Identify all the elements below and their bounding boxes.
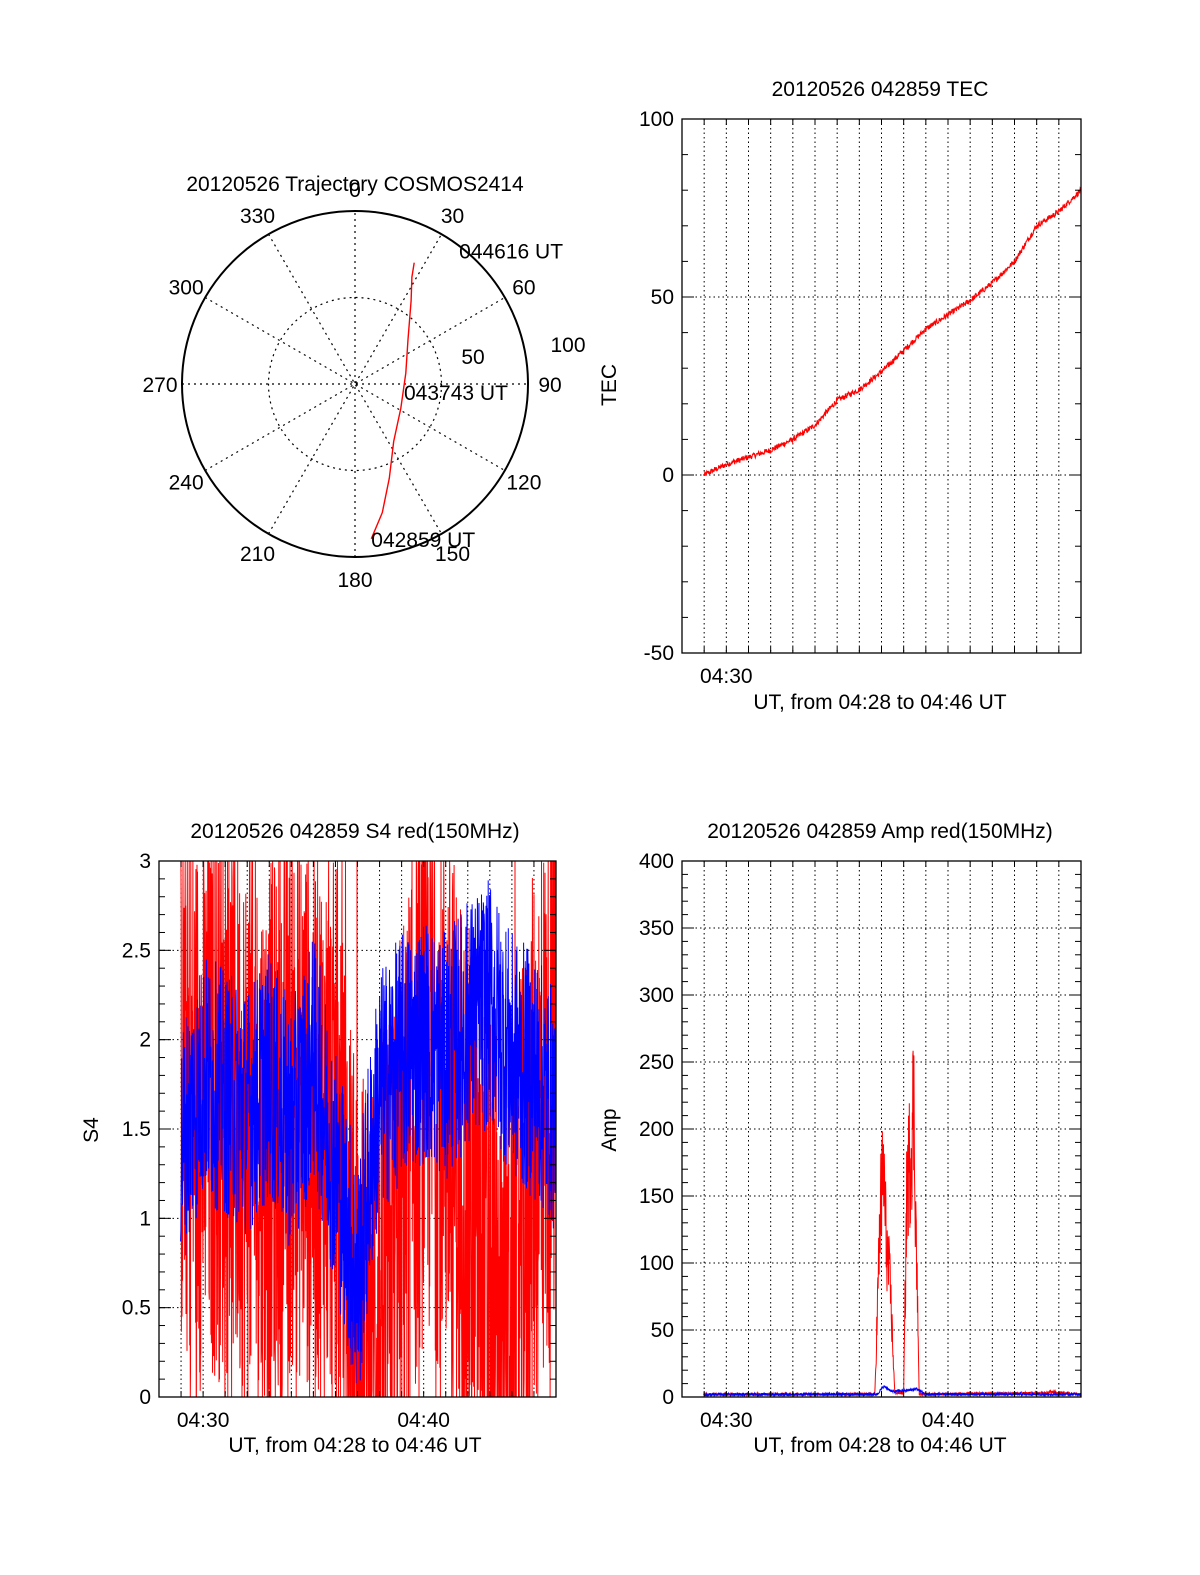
trajectory-time-label: 044616 UT <box>459 241 563 264</box>
polar-spoke <box>267 233 443 535</box>
polar-azimuth-labels: 0 30 60 90 120 150 180 210 240 270 300 330 <box>142 179 561 592</box>
polar-chart-title: 20120526 Trajectory COSMOS2414 <box>186 173 524 196</box>
s4-x-axis-label: UT, from 04:28 to 04:46 UT <box>228 1434 481 1457</box>
y-tick-label: 100 <box>639 1252 674 1275</box>
polar-spoke <box>267 233 443 535</box>
s4-y-axis-label: S4 <box>80 1117 103 1143</box>
polar-trajectory-chart: 20120526 Trajectory COSMOS2414 0 30 60 90 12… <box>142 173 585 592</box>
y-tick-label: -50 <box>644 642 674 665</box>
polar-azimuth-label: 60 <box>512 277 535 300</box>
polar-grid <box>181 210 529 558</box>
polar-azimuth-label: 300 <box>169 277 204 300</box>
amp-y-axis-label: Amp <box>598 1108 621 1151</box>
y-tick-label: 50 <box>651 286 674 309</box>
trajectory-line <box>370 262 415 540</box>
y-tick-label: 0.5 <box>122 1297 151 1320</box>
y-tick-label: 400 <box>639 850 674 873</box>
tec-chart-title: 20120526 042859 TEC <box>772 78 989 101</box>
y-tick-label: 1.5 <box>122 1118 151 1141</box>
polar-azimuth-label: 180 <box>337 569 372 592</box>
y-tick-label: 100 <box>639 108 674 131</box>
polar-spoke <box>204 296 506 472</box>
x-tick-label: 04:30 <box>700 665 753 688</box>
polar-spoke <box>204 296 506 472</box>
polar-azimuth-label: 150 <box>435 543 470 566</box>
tec-y-axis-label: TEC <box>598 364 621 406</box>
polar-azimuth-label: 30 <box>441 205 464 228</box>
s4-chart: 20120526 042859 S4 red(150MHz) UT, from … <box>80 820 557 1457</box>
polar-radial-labels: 50 100 <box>461 334 585 369</box>
tec-plot-area: -50 0 50 100 04:30 <box>639 108 1082 688</box>
x-tick-label: 04:30 <box>700 1409 753 1432</box>
y-tick-label: 250 <box>639 1051 674 1074</box>
series-line-red <box>703 186 1082 477</box>
polar-radial-label: 50 <box>461 346 484 369</box>
y-tick-label: 0 <box>662 1386 674 1409</box>
series-line-blue <box>703 1385 1082 1398</box>
x-tick-label: 04:30 <box>177 1409 230 1432</box>
trajectory-time-label: 043743 UT <box>404 382 508 405</box>
y-tick-label: 200 <box>639 1118 674 1141</box>
y-tick-label: 150 <box>639 1185 674 1208</box>
y-tick-label: 1 <box>139 1207 151 1230</box>
y-tick-label: 2.5 <box>122 939 151 962</box>
y-tick-label: 0 <box>662 464 674 487</box>
amp-x-axis-label: UT, from 04:28 to 04:46 UT <box>753 1434 1006 1457</box>
tec-x-axis-label: UT, from 04:28 to 04:46 UT <box>753 691 1006 714</box>
y-tick-label: 350 <box>639 917 674 940</box>
polar-trajectory: 042859 UT 043743 UT 044616 UT <box>370 241 563 552</box>
trajectory-time-label: 042859 UT <box>371 529 475 552</box>
amp-plot-area: 0 50 100 150 200 250 300 350 400 04:30 04:40 <box>639 850 1082 1432</box>
series-line-blue <box>180 880 557 1384</box>
y-tick-label: 50 <box>651 1319 674 1342</box>
amp-chart: 20120526 042859 Amp red(150MHz) UT, from… <box>598 820 1082 1457</box>
s4-chart-title: 20120526 042859 S4 red(150MHz) <box>190 820 519 843</box>
y-tick-label: 2 <box>139 1029 151 1052</box>
y-tick-label: 300 <box>639 984 674 1007</box>
polar-azimuth-label: 210 <box>240 543 275 566</box>
polar-azimuth-label: 120 <box>506 472 541 495</box>
x-tick-label: 04:40 <box>922 1409 975 1432</box>
series-line-red <box>703 1050 1082 1398</box>
polar-azimuth-label: 240 <box>169 472 204 495</box>
polar-azimuth-label: 330 <box>240 205 275 228</box>
y-tick-label: 3 <box>139 850 151 873</box>
amp-chart-title: 20120526 042859 Amp red(150MHz) <box>707 820 1053 843</box>
polar-azimuth-label: 270 <box>142 374 177 397</box>
polar-azimuth-label: 0 <box>349 179 361 202</box>
y-tick-label: 0 <box>139 1386 151 1409</box>
tec-chart: 20120526 042859 TEC UT, from 04:28 to 04… <box>598 78 1082 714</box>
x-tick-label: 04:40 <box>397 1409 450 1432</box>
polar-radial-label: 100 <box>550 334 585 357</box>
s4-plot-area: 0 0.5 1 1.5 2 2.5 3 04:30 04:40 <box>122 850 557 1432</box>
polar-azimuth-label: 90 <box>538 374 561 397</box>
